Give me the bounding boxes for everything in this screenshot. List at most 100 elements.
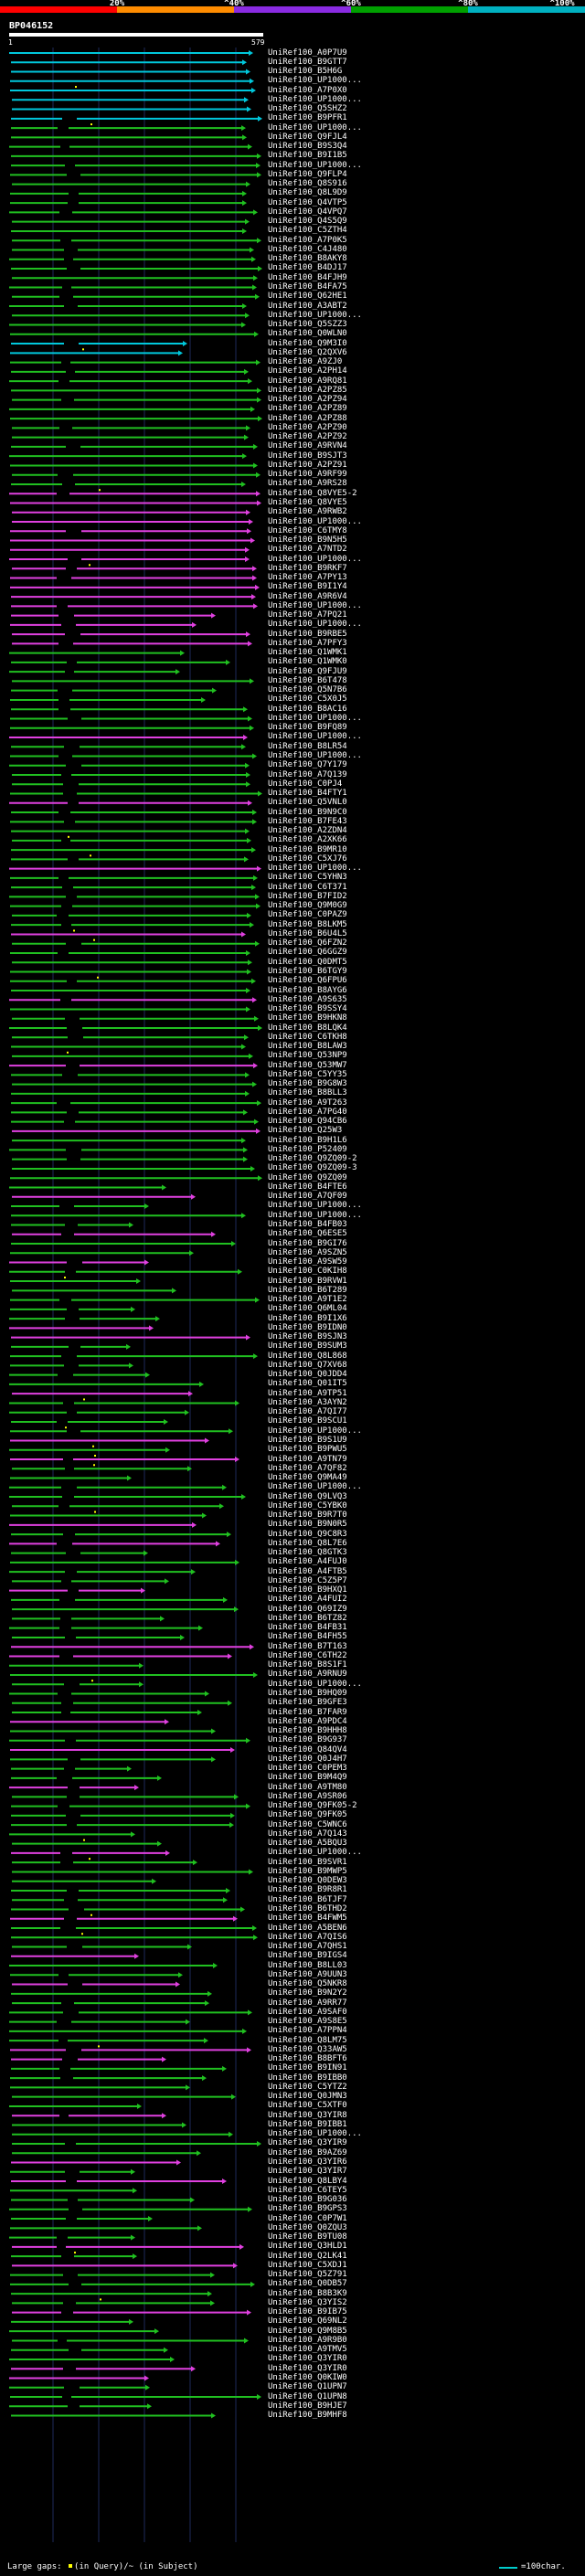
hit-label[interactable]: UniRef100_Q9FLP4 [268, 169, 347, 179]
hit-label[interactable]: UniRef100_B6T478 [268, 675, 347, 685]
hit-label[interactable]: UniRef100_Q9MA49 [268, 1473, 347, 1483]
hit-label[interactable]: UniRef100_UP1000... [268, 1848, 362, 1858]
hit-label[interactable]: UniRef100_Q8LM75 [268, 2035, 347, 2045]
hit-label[interactable]: UniRef100_B9H1L6 [268, 1135, 347, 1145]
hit-label[interactable]: UniRef100_A3ABT2 [268, 301, 347, 311]
hit-label[interactable]: UniRef100_Q1UPN8 [268, 2391, 347, 2401]
hit-label[interactable]: UniRef100_B9SJN3 [268, 1332, 347, 1342]
hit-label[interactable]: UniRef100_B9IN91 [268, 2063, 347, 2073]
hit-label[interactable]: UniRef100_Q0JDD4 [268, 1370, 347, 1380]
hit-label[interactable]: UniRef100_B9RKF7 [268, 563, 347, 573]
hit-label[interactable]: UniRef100_A7PY13 [268, 573, 347, 583]
hit-label[interactable]: UniRef100_Q9ZQ09-2 [268, 1154, 357, 1164]
hit-label[interactable]: UniRef100_UP1000... [268, 310, 362, 320]
hit-label[interactable]: UniRef100_A9RF99 [268, 470, 347, 480]
hit-label[interactable]: UniRef100_B6THD2 [268, 1903, 347, 1913]
hit-label[interactable]: UniRef100_B4FH55 [268, 1632, 347, 1642]
hit-label[interactable]: UniRef100_B7FID2 [268, 891, 347, 901]
hit-label[interactable]: UniRef100_UP1000... [268, 2129, 362, 2139]
hit-label[interactable]: UniRef100_B9SCU1 [268, 1416, 347, 1426]
hit-label[interactable]: UniRef100_B9HKN8 [268, 1013, 347, 1023]
hit-label[interactable]: UniRef100_B9SUM3 [268, 1341, 347, 1352]
hit-label[interactable]: UniRef100_Q9FK05-2 [268, 1801, 357, 1811]
hit-label[interactable]: UniRef100_B7T163 [268, 1641, 347, 1651]
hit-label[interactable]: UniRef100_B9TU08 [268, 2232, 347, 2242]
hit-label[interactable]: UniRef100_Q9M0G9 [268, 901, 347, 911]
hit-label[interactable]: UniRef100_A9UUN3 [268, 1969, 347, 1979]
hit-label[interactable]: UniRef100_B9GPS3 [268, 2204, 347, 2214]
hit-label[interactable]: UniRef100_A7QF82 [268, 1463, 347, 1473]
hit-label[interactable]: UniRef100_B9AZ69 [268, 2147, 347, 2157]
hit-label[interactable]: UniRef100_C5XTF0 [268, 2101, 347, 2111]
hit-label[interactable]: UniRef100_Q5N7B6 [268, 685, 347, 695]
hit-label[interactable]: UniRef100_C0P7W1 [268, 2213, 347, 2223]
hit-label[interactable]: UniRef100_Q8L9D9 [268, 188, 347, 198]
hit-label[interactable]: UniRef100_A9RWB2 [268, 507, 347, 517]
hit-label[interactable]: UniRef100_C5X0J5 [268, 694, 347, 705]
hit-label[interactable]: UniRef100_C0PJ4 [268, 779, 343, 789]
hit-label[interactable]: UniRef100_UP1000... [268, 751, 362, 760]
hit-label[interactable]: UniRef100_UP1000... [268, 122, 362, 133]
hit-label[interactable]: UniRef100_Q9ZQ09-3 [268, 1163, 357, 1173]
hit-label[interactable]: UniRef100_B9SSY4 [268, 1004, 347, 1014]
hit-label[interactable]: UniRef100_Q9FJU9 [268, 666, 347, 676]
hit-label[interactable]: UniRef100_Q33AW5 [268, 2044, 347, 2054]
hit-label[interactable]: UniRef100_B9FQ89 [268, 723, 347, 733]
hit-label[interactable]: UniRef100_Q8LBY4 [268, 2176, 347, 2186]
hit-label[interactable]: UniRef100_UP1000... [268, 1210, 362, 1220]
hit-label[interactable]: UniRef100_B6T289 [268, 1285, 347, 1295]
hit-label[interactable]: UniRef100_A9SAF0 [268, 2007, 347, 2017]
hit-label[interactable]: UniRef100_B9N2Y2 [268, 1988, 347, 1998]
hit-label[interactable]: UniRef100_C5ZTH4 [268, 226, 347, 236]
hit-label[interactable]: UniRef100_Q9M3I0 [268, 338, 347, 348]
hit-label[interactable]: UniRef100_A9TN79 [268, 1454, 347, 1464]
hit-label[interactable]: UniRef100_B4FB31 [268, 1623, 347, 1633]
hit-label[interactable]: UniRef100_C5YTZ2 [268, 2082, 347, 2092]
hit-label[interactable]: UniRef100_B4FA75 [268, 282, 347, 292]
hit-label[interactable]: UniRef100_B8BFT6 [268, 2054, 347, 2064]
hit-label[interactable]: UniRef100_A9SR06 [268, 1791, 347, 1801]
hit-label[interactable]: UniRef100_A9S635 [268, 994, 347, 1004]
hit-label[interactable]: UniRef100_Q69NL2 [268, 2316, 347, 2327]
hit-label[interactable]: UniRef100_A9T263 [268, 1097, 347, 1108]
hit-label[interactable]: UniRef100_Q0DMT5 [268, 957, 347, 967]
hit-label[interactable]: UniRef100_C5YY35 [268, 1069, 347, 1079]
hit-label[interactable]: UniRef100_UP1000... [268, 732, 362, 742]
hit-label[interactable]: UniRef100_Q6ESE5 [268, 1229, 347, 1239]
hit-label[interactable]: UniRef100_Q8VYE5 [268, 497, 347, 507]
hit-label[interactable]: UniRef100_UP1000... [268, 160, 362, 170]
hit-label[interactable]: UniRef100_Q8L7E6 [268, 1538, 347, 1548]
hit-label[interactable]: UniRef100_C6TH22 [268, 1650, 347, 1660]
hit-label[interactable]: UniRef100_A2PZ94 [268, 395, 347, 405]
hit-label[interactable]: UniRef100_A9R6V4 [268, 591, 347, 601]
hit-label[interactable]: UniRef100_Q0KIW0 [268, 2372, 347, 2382]
hit-label[interactable]: UniRef100_Q6GGZ9 [268, 948, 347, 958]
hit-label[interactable]: UniRef100_A9S8E5 [268, 2017, 347, 2027]
hit-label[interactable]: UniRef100_B9RVW1 [268, 1276, 347, 1286]
hit-label[interactable]: UniRef100_A7PPN4 [268, 2026, 347, 2036]
hit-label[interactable]: UniRef100_B9N0R5 [268, 1520, 347, 1530]
hit-label[interactable]: UniRef100_C6TEY5 [268, 2185, 347, 2195]
hit-label[interactable]: UniRef100_Q0WLN0 [268, 329, 347, 339]
hit-label[interactable]: UniRef100_Q0DB57 [268, 2279, 347, 2289]
hit-label[interactable]: UniRef100_C0PAZ9 [268, 910, 347, 920]
hit-label[interactable]: UniRef100_A9TMV5 [268, 2345, 347, 2355]
hit-label[interactable]: UniRef100_A7QIS6 [268, 1932, 347, 1942]
hit-label[interactable]: UniRef100_Q01IT5 [268, 1379, 347, 1389]
hit-label[interactable]: UniRef100_B9MHF8 [268, 2411, 347, 2421]
hit-label[interactable]: UniRef100_Q0ZQU3 [268, 2222, 347, 2232]
hit-label[interactable]: UniRef100_Q9C8R3 [268, 1529, 347, 1539]
hit-label[interactable]: UniRef100_P52409 [268, 1144, 347, 1154]
hit-label[interactable]: UniRef100_B9I1B5 [268, 151, 347, 161]
hit-label[interactable]: UniRef100_A7QF09 [268, 1192, 347, 1202]
hit-label[interactable]: UniRef100_B4DJ17 [268, 263, 347, 273]
hit-label[interactable]: UniRef100_Q4S5Q9 [268, 217, 347, 227]
hit-label[interactable]: UniRef100_A9RVN4 [268, 441, 347, 451]
hit-label[interactable]: UniRef100_A4FUI2 [268, 1595, 347, 1605]
hit-label[interactable]: UniRef100_A9TP51 [268, 1388, 347, 1398]
hit-label[interactable]: UniRef100_Q5VNL0 [268, 798, 347, 808]
hit-label[interactable]: UniRef100_Q9ZQ09 [268, 1172, 347, 1182]
hit-label[interactable]: UniRef100_A2ZDN4 [268, 826, 347, 836]
hit-label[interactable]: UniRef100_A7Q139 [268, 769, 347, 779]
hit-label[interactable]: UniRef100_B8LR54 [268, 741, 347, 751]
